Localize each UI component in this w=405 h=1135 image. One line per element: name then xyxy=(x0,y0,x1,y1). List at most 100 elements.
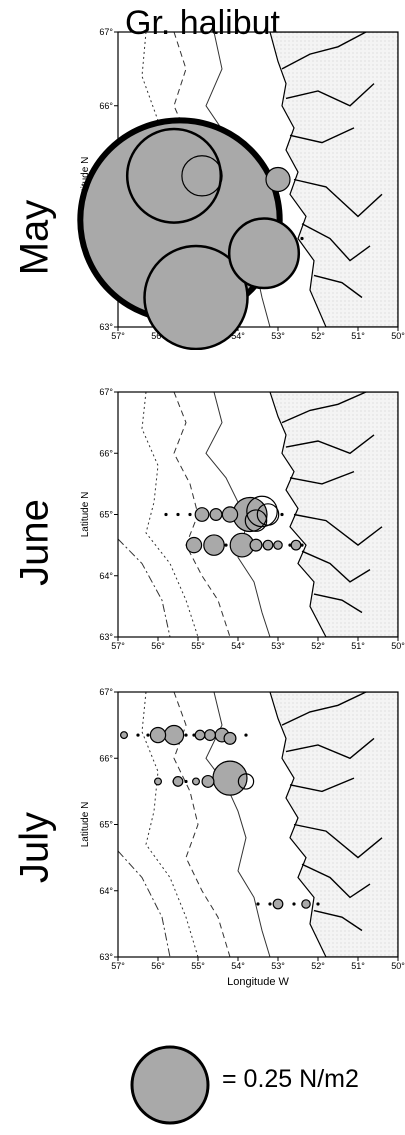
fjord-line xyxy=(301,863,371,899)
catch-bubble xyxy=(204,729,217,742)
catch-bubble xyxy=(227,217,301,290)
lat-tick-label: 67° xyxy=(99,687,113,697)
catch-bubble xyxy=(185,536,203,554)
fjord-line xyxy=(285,737,375,760)
station-dot xyxy=(268,902,272,906)
lat-tick-label: 66° xyxy=(99,753,113,763)
greenland-coast xyxy=(269,692,398,957)
catch-bubble xyxy=(273,540,283,550)
fjord-line xyxy=(313,593,363,614)
catch-bubble xyxy=(256,503,280,526)
greenland-coast xyxy=(269,32,398,327)
station-dot xyxy=(136,733,140,737)
fjord-line xyxy=(313,909,363,932)
catch-bubble xyxy=(212,760,248,796)
lat-tick-label: 65° xyxy=(99,510,113,520)
lon-tick-label: 50° xyxy=(391,961,405,971)
fjord-line xyxy=(281,32,367,70)
greenland-coast xyxy=(269,392,398,637)
lon-tick-label: 55° xyxy=(191,961,205,971)
map-panel-may: 57°56°55°54°53°52°51°50°63°64°65°66°67°L… xyxy=(0,0,405,355)
fjord-line xyxy=(285,83,375,107)
depth-contour-slope xyxy=(118,538,171,637)
catch-bubble xyxy=(201,774,215,788)
fjord-line xyxy=(293,513,383,546)
catch-bubble xyxy=(192,777,201,786)
lon-tick-label: 56° xyxy=(151,331,165,341)
catch-bubble xyxy=(143,244,249,351)
station-dot xyxy=(280,512,284,517)
fjord-line xyxy=(285,434,375,455)
lat-tick-label: 66° xyxy=(99,101,113,111)
lon-tick-label: 53° xyxy=(271,961,285,971)
lon-tick-label: 55° xyxy=(191,641,205,651)
station-dot xyxy=(244,733,248,737)
fjord-line xyxy=(301,550,371,583)
legend xyxy=(0,1040,405,1130)
fjord-line xyxy=(289,470,355,485)
lon-tick-label: 56° xyxy=(151,641,165,651)
station-dot xyxy=(184,779,188,784)
catch-bubble xyxy=(125,127,223,224)
lat-tick-label: 65° xyxy=(99,820,113,830)
legend-bubble xyxy=(130,1045,210,1125)
depth-contour-shelf xyxy=(205,692,271,957)
lon-tick-label: 53° xyxy=(271,641,285,651)
lon-tick-label: 52° xyxy=(311,331,325,341)
station-dot xyxy=(164,512,168,517)
map-panel-july: 57° 56° 55° 54° 53° 52° 51° 50° 63° 64° 65° 66° 67° L… xyxy=(0,670,405,1025)
catch-bubble xyxy=(262,539,274,551)
fjord-line xyxy=(293,823,383,859)
catch-bubble xyxy=(246,495,278,528)
lon-tick-label: 56° xyxy=(151,961,165,971)
lon-tick-label: 54° xyxy=(231,331,245,341)
legend-svg xyxy=(130,1045,210,1125)
lat-tick-label: 63° xyxy=(99,952,113,962)
station-dot xyxy=(184,733,188,737)
map-june-svg: 57° 56° 55° 54° 53° 52° 51° 50° 63° 64° 65° 66° 67° L… xyxy=(80,387,405,651)
fjord-line xyxy=(281,392,367,424)
station-dot xyxy=(176,512,180,517)
lon-tick-label: 54° xyxy=(231,641,245,651)
lat-tick-label: 67° xyxy=(99,387,113,397)
lon-tick-label: 51° xyxy=(351,641,365,651)
lon-tick-label: 51° xyxy=(351,961,365,971)
station-dot xyxy=(188,512,192,517)
lon-tick-label: 53° xyxy=(271,331,285,341)
lat-tick-label: 63° xyxy=(99,322,113,332)
catch-bubble xyxy=(163,724,185,746)
fjord-line xyxy=(313,274,363,299)
catch-bubble xyxy=(244,509,268,532)
station-dot xyxy=(256,902,260,906)
lon-tick-label: 54° xyxy=(231,961,245,971)
lat-tick-label: 67° xyxy=(99,27,113,37)
catch-bubble xyxy=(237,773,255,790)
catch-bubble xyxy=(290,539,302,551)
map-may-svg: 57°56°55°54°53°52°51°50°63°64°65°66°67°L… xyxy=(77,27,405,351)
catch-bubble xyxy=(265,166,291,193)
catch-bubble xyxy=(209,508,223,522)
lon-tick-label: 57° xyxy=(111,331,125,341)
map-geography xyxy=(118,692,398,957)
lat-tick-label: 64° xyxy=(99,886,113,896)
map-title: Gr. halibut xyxy=(125,4,280,42)
lon-tick-label: 57° xyxy=(111,961,125,971)
catch-bubble xyxy=(172,776,184,787)
station-dot xyxy=(292,902,296,906)
legend-text: = 0.25 N/m2 xyxy=(222,1065,359,1093)
lon-tick-label: 50° xyxy=(391,641,405,651)
catch-bubble xyxy=(301,899,311,909)
catch-bubble xyxy=(154,777,163,786)
catch-bubble xyxy=(181,155,223,197)
catch-bubble xyxy=(203,534,225,556)
lat-axis-label: Latitude N xyxy=(80,157,91,203)
fjord-line xyxy=(301,223,371,262)
station-dot xyxy=(224,543,228,547)
catch-bubble xyxy=(119,731,128,740)
catch-bubble xyxy=(194,507,210,522)
depth-contour-slope xyxy=(118,850,171,957)
fjord-line xyxy=(289,777,355,793)
station-dot xyxy=(300,236,304,241)
map-panel-june: 57° 56° 55° 54° 53° 52° 51° 50° 63° 64° 65° 66° 67° L… xyxy=(0,370,405,665)
station-dot xyxy=(146,733,150,737)
